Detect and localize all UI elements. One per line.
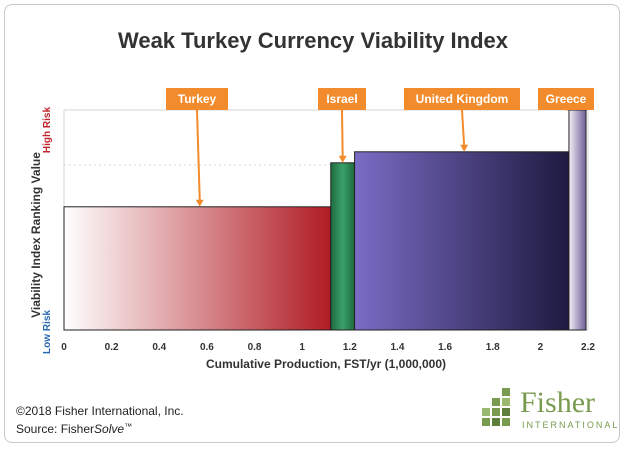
axes: 0 0.2 0.4 0.6 0.8 1 1.2 1.4 1.6 1.8 2 2.2 [61, 342, 595, 353]
x-tick-label: 0.8 [248, 342, 262, 353]
y-axis-label: Viability Index Ranking Value [29, 152, 43, 318]
x-tick-label: 2 [538, 342, 544, 353]
x-tick-label: 0.4 [152, 342, 166, 353]
callout-arrowhead [460, 144, 469, 152]
x-tick-label: 2.2 [581, 342, 595, 353]
chart-title: Weak Turkey Currency Viability Index [117, 28, 509, 53]
copyright-text: ©2018 Fisher International, Inc. [16, 404, 184, 418]
callout-arrow [196, 109, 201, 201]
bars [63, 109, 587, 331]
callout-box-united-kingdom [404, 88, 520, 110]
fisher-logo-word: Fisher [520, 386, 595, 419]
x-tick-label: 1.8 [486, 342, 500, 353]
bar-israel [330, 162, 356, 331]
callouts: Turkey Israel United Kingdom Greece [166, 88, 594, 207]
y-high-risk-label: High Risk [42, 107, 53, 154]
x-tick-label: 1.6 [438, 342, 452, 353]
x-tick-label: 1.4 [391, 342, 405, 353]
x-tick-label: 0.6 [200, 342, 214, 353]
callout-arrowhead [338, 155, 347, 163]
x-tick-label: 0 [61, 342, 67, 353]
x-tick-label: 1 [299, 342, 305, 353]
y-low-risk-label: Low Risk [42, 310, 53, 354]
callout-label-israel: Israel [326, 92, 357, 106]
axis-labels: Cumulative Production, FST/yr (1,000,000… [29, 107, 446, 371]
callout-label-turkey: Turkey [178, 92, 217, 106]
bar-united-kingdom [354, 151, 570, 331]
callout-arrow [461, 109, 466, 146]
source-tm: ™ [124, 422, 133, 431]
x-tick-label: 0.2 [105, 342, 119, 353]
callout-arrow [341, 109, 344, 157]
callout-box-turkey [166, 88, 228, 110]
bar-turkey [63, 206, 332, 331]
callout-label-greece: Greece [546, 92, 587, 106]
source-product: Solve [94, 422, 125, 436]
callout-box-israel [318, 88, 366, 110]
callout-arrowhead [195, 199, 204, 207]
bar-greece [568, 109, 587, 331]
x-axis-label: Cumulative Production, FST/yr (1,000,000… [206, 357, 446, 371]
x-tick-label: 1.2 [343, 342, 357, 353]
callout-arrowhead [573, 103, 582, 110]
source-text: Source: FisherSolve™ [16, 422, 132, 436]
callout-label-united-kingdom: United Kingdom [416, 92, 509, 106]
fisher-logo-sub: INTERNATIONAL [522, 420, 620, 430]
fisher-logo: Fisher INTERNATIONAL [480, 386, 617, 436]
source-prefix: Source: Fisher [16, 422, 95, 436]
fisher-logo-icon [482, 388, 510, 426]
